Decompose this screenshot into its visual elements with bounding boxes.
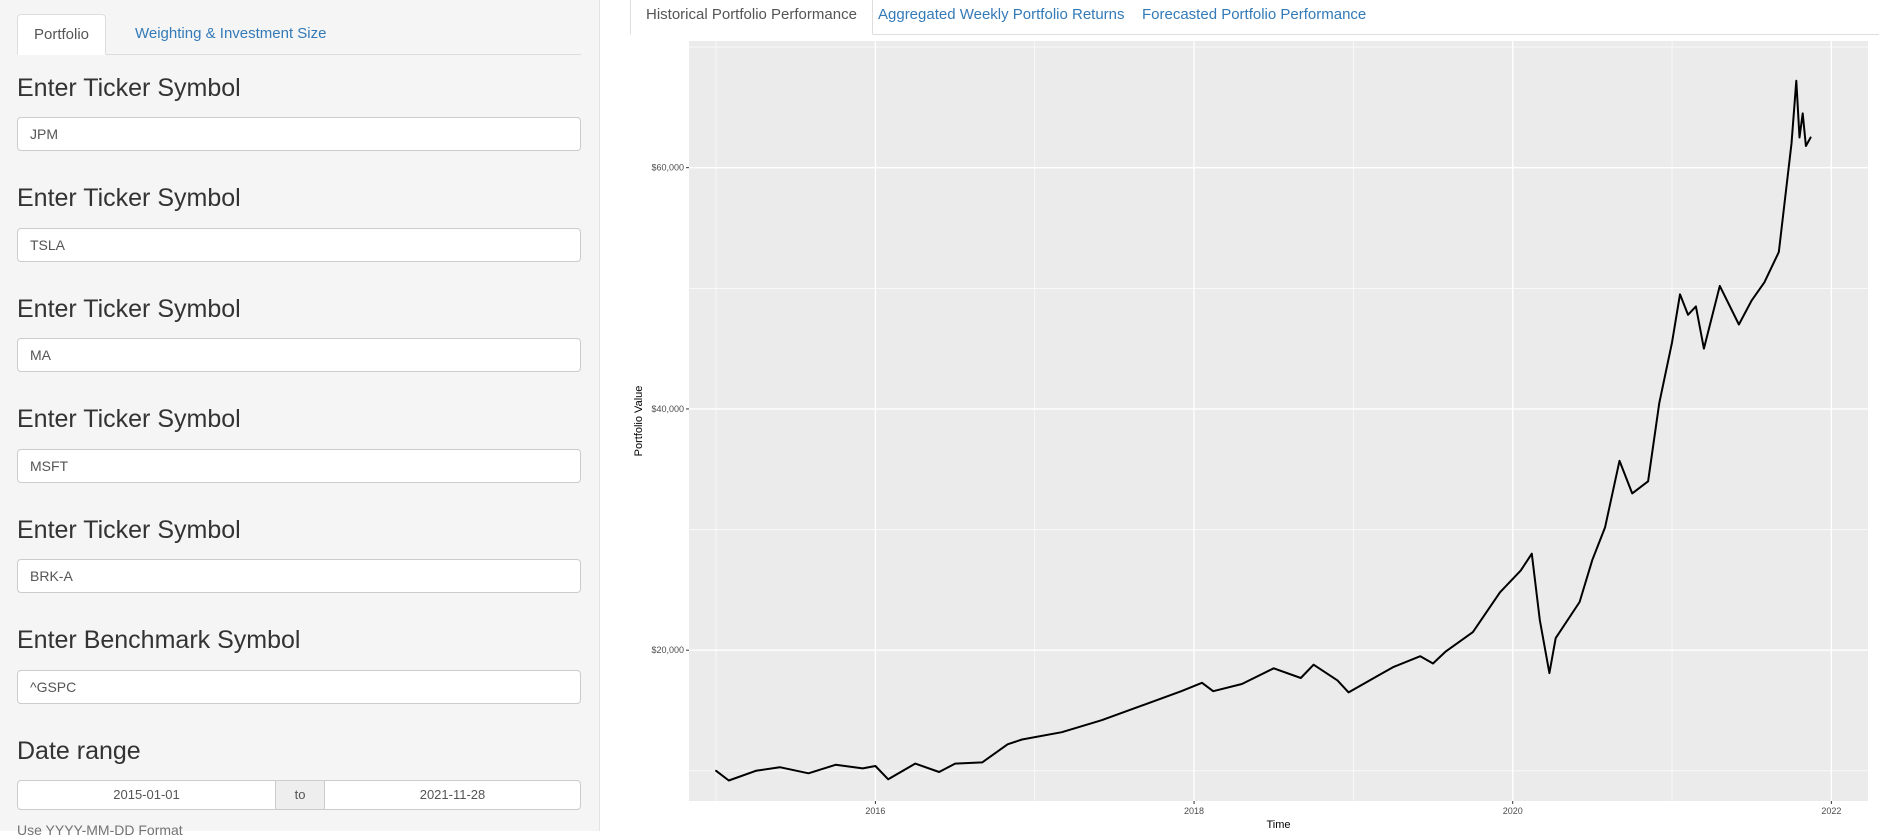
chart-container: 2016 2018 2020 2022 $20,000 $40,000 $60,000 Tim…	[630, 38, 1879, 831]
tab-aggregated-weekly-portfolio-returns[interactable]: Aggregated Weekly Portfolio Returns	[878, 6, 1125, 23]
ticker-1-input[interactable]: JPM	[17, 117, 581, 151]
sidebar-tabs: Portfolio Weighting & Investment Size	[17, 14, 581, 55]
ticker-5-input[interactable]: BRK-A	[17, 559, 581, 593]
date-range-start-input[interactable]: 2015-01-01	[113, 787, 180, 802]
date-range-picker: 2015-01-01 to 2021-11-28	[17, 780, 581, 810]
ticker-1-label: Enter Ticker Symbol	[17, 74, 241, 102]
ticker-4-input[interactable]: MSFT	[17, 449, 581, 483]
ticker-4-label: Enter Ticker Symbol	[17, 405, 241, 433]
x-tick-label: 2020	[1503, 806, 1523, 816]
tab-historical-portfolio-performance[interactable]: Historical Portfolio Performance	[630, 0, 873, 35]
date-range-end-input[interactable]: 2021-11-28	[419, 787, 486, 802]
portfolio-value-line	[715, 79, 1812, 782]
ticker-2-input[interactable]: TSLA	[17, 228, 581, 262]
benchmark-input[interactable]: ^GSPC	[17, 670, 581, 704]
y-tick-label: $20,000	[651, 645, 684, 655]
portfolio-performance-chart: 2016 2018 2020 2022 $20,000 $40,000 $60,000 Tim…	[633, 41, 1868, 831]
ticker-3-label: Enter Ticker Symbol	[17, 295, 241, 323]
x-tick-label: 2018	[1184, 806, 1204, 816]
x-tick-label: 2016	[865, 806, 885, 816]
ticker-3-input[interactable]: MA	[17, 338, 581, 372]
x-axis-title: Time	[1266, 819, 1290, 831]
tab-weighting-investment-size[interactable]: Weighting & Investment Size	[135, 25, 327, 42]
ticker-5-label: Enter Ticker Symbol	[17, 516, 241, 544]
y-axis-title: Portfolio Value	[633, 386, 645, 457]
date-format-help: Use YYYY-MM-DD Format	[17, 822, 183, 838]
tab-forecasted-portfolio-performance[interactable]: Forecasted Portfolio Performance	[1142, 6, 1367, 23]
main-tabs: Historical Portfolio Performance Aggrega…	[630, 0, 1879, 35]
sidebar-panel: Portfolio Weighting & Investment Size En…	[0, 0, 600, 838]
benchmark-label: Enter Benchmark Symbol	[17, 626, 301, 654]
tab-portfolio[interactable]: Portfolio	[17, 14, 107, 55]
plot-panel	[689, 41, 1868, 801]
y-tick-label: $40,000	[651, 404, 684, 414]
date-range-separator: to	[275, 781, 325, 809]
x-tick-label: 2022	[1821, 806, 1841, 816]
y-tick-label: $60,000	[651, 163, 684, 173]
ticker-2-label: Enter Ticker Symbol	[17, 184, 241, 212]
date-range-label: Date range	[17, 737, 141, 765]
